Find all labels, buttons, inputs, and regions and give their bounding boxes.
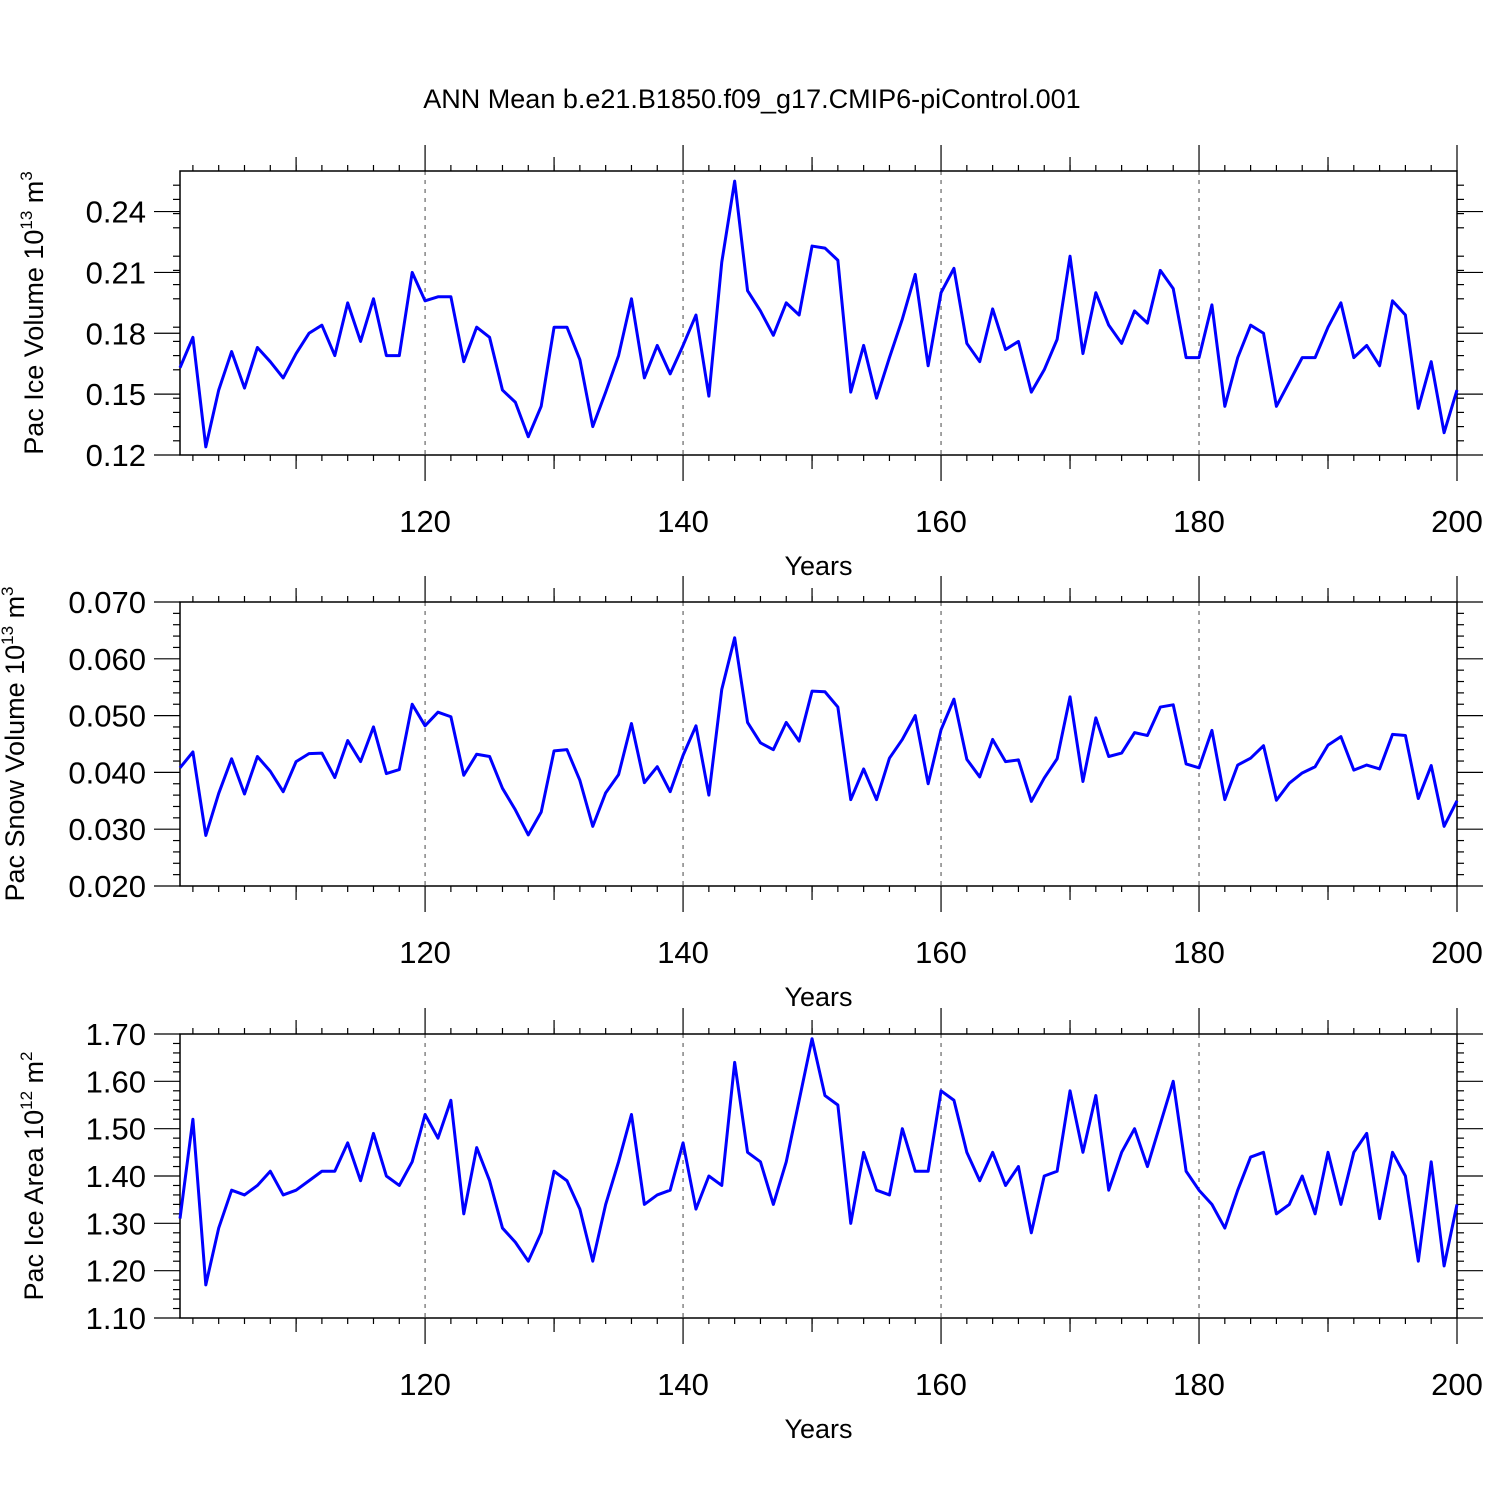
y-axis-title-unit-exponent: 3 (0, 586, 17, 595)
plot-frame (179, 601, 1458, 887)
y-axis-title-exponent: 13 (17, 211, 36, 230)
y-tick-label: 0.040 (68, 755, 146, 790)
y-axis-title: Pac Ice Area 1012 m2 (17, 1051, 49, 1300)
y-tick-label: 1.60 (86, 1064, 146, 1099)
x-tick-label: 180 (1173, 1367, 1225, 1402)
panel-snow-volume: 120 140 160 180 200 0.020 0.030 0.040 0.050 0.060… (0, 576, 1483, 1012)
x-tick-label: 200 (1431, 935, 1483, 970)
y-tick-label: 0.24 (86, 195, 146, 230)
y-axis-title-unit: m (0, 596, 30, 626)
x-tick-label: 160 (915, 504, 967, 539)
plot-frame (179, 170, 1458, 456)
x-tick-label: 120 (399, 1367, 451, 1402)
x-tick-label: 140 (657, 1367, 709, 1402)
y-axis-title-unit-exponent: 3 (17, 171, 36, 180)
y-axis-title-unit: m (19, 181, 49, 211)
plot-frame (179, 1033, 1458, 1319)
y-tick-label: 0.12 (86, 438, 146, 473)
x-tick-label: 200 (1431, 504, 1483, 539)
y-axis-title-unit: m (19, 1061, 49, 1091)
y-tick-label: 0.21 (86, 255, 146, 290)
y-axis-title-exponent: 12 (17, 1091, 36, 1110)
x-axis-title: Years (784, 982, 852, 1012)
x-axis-title: Years (784, 551, 852, 581)
y-tick-label: 0.050 (68, 699, 146, 734)
x-tick-label: 120 (399, 504, 451, 539)
y-axis-title-unit-exponent: 2 (17, 1051, 36, 1060)
y-axis-title: Pac Snow Volume 1013 m3 (0, 586, 30, 901)
y-tick-label: 0.030 (68, 812, 146, 847)
panel-ice-area: 120 140 160 180 200 1.10 1.20 1.30 1.40 1.50 1.60 1… (17, 1008, 1483, 1444)
y-tick-label: 1.40 (86, 1159, 146, 1194)
series-line-ice-area (178, 1037, 1459, 1287)
y-tick-label: 1.10 (86, 1301, 146, 1336)
x-tick-label: 140 (657, 504, 709, 539)
x-tick-label: 180 (1173, 504, 1225, 539)
y-axis-title-text: Pac Ice Volume 10 (19, 230, 49, 455)
y-tick-label: 0.070 (68, 585, 146, 620)
y-axis-title-exponent: 13 (0, 626, 17, 645)
y-tick-label: 0.020 (68, 869, 146, 904)
x-tick-label: 180 (1173, 935, 1225, 970)
series-line-ice-volume (178, 179, 1459, 449)
y-tick-label: 1.20 (86, 1254, 146, 1289)
panel-ice-volume: 120 140 160 180 200 0.12 0.15 0.18 0.21 0.24 Years… (17, 145, 1483, 581)
x-axis-title: Years (784, 1414, 852, 1444)
y-axis-title-text: Pac Snow Volume 10 (0, 645, 30, 902)
x-tick-label: 160 (915, 1367, 967, 1402)
y-tick-label: 1.70 (86, 1017, 146, 1052)
y-axis-title: Pac Ice Volume 1013 m3 (17, 171, 49, 455)
y-tick-label: 0.18 (86, 316, 146, 351)
series-line-snow-volume (178, 636, 1459, 837)
y-tick-label: 0.15 (86, 377, 146, 412)
x-tick-label: 120 (399, 935, 451, 970)
y-axis-title-text: Pac Ice Area 10 (19, 1110, 49, 1301)
x-tick-label: 200 (1431, 1367, 1483, 1402)
chart-title: ANN Mean b.e21.B1850.f09_g17.CMIP6-piCon… (423, 84, 1080, 114)
y-tick-label: 1.30 (86, 1206, 146, 1241)
x-tick-label: 140 (657, 935, 709, 970)
y-tick-label: 1.50 (86, 1112, 146, 1147)
x-tick-label: 160 (915, 935, 967, 970)
y-tick-label: 0.060 (68, 642, 146, 677)
